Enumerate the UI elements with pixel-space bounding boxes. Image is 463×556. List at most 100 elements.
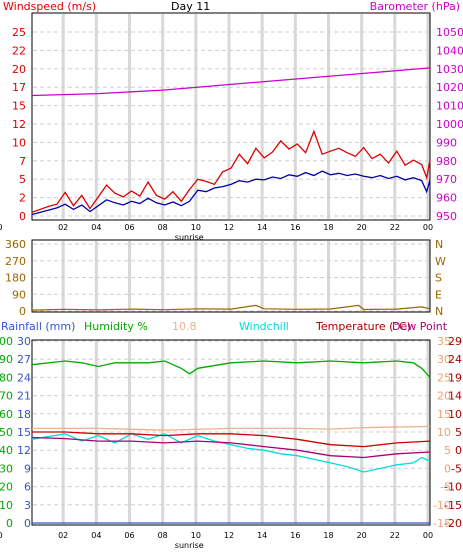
p3-header-3: Windchill xyxy=(239,320,289,333)
windspeed-tick-25: 25 xyxy=(12,26,26,39)
compass-tick-S-2: S xyxy=(435,272,442,285)
humidity-temperature-headers: Rainfall (mm) Humidity % 10.8 Windchill Temp… xyxy=(1,320,448,333)
temp-b-tick--20-0: -20 xyxy=(444,517,462,530)
windspeed-tick-15: 15 xyxy=(12,100,26,113)
wind-direction-line-0 xyxy=(31,304,431,311)
rain-tick-21: 21 xyxy=(17,390,31,403)
p1-x-tick-02-0: 02 xyxy=(58,223,68,232)
rain-tick-24: 24 xyxy=(17,371,31,384)
wind-barometer-frame xyxy=(31,12,431,221)
p1-series-line-0 xyxy=(31,129,431,213)
windspeed-tick-17: 17 xyxy=(12,81,26,94)
temp-b-tick-24-9: 24 xyxy=(448,353,462,366)
barometer-tick-990: 990 xyxy=(436,136,457,149)
rain-tick-9: 9 xyxy=(24,462,31,475)
wind-direction-series xyxy=(31,304,431,311)
temp-a-tick-5: 5 xyxy=(444,444,451,457)
p1-series-line-1 xyxy=(31,170,431,216)
p3-series-line-3 xyxy=(32,431,431,448)
temp-b-tick-0-4: 0 xyxy=(455,444,462,457)
temp-a-tick-35: 35 xyxy=(437,335,451,348)
temp-b-tick-29-10: 29 xyxy=(448,335,462,348)
temp-a-tick--5: -5 xyxy=(440,481,451,494)
compass-tick-E-1: E xyxy=(435,288,442,301)
windspeed-tick-0: 0 xyxy=(19,210,26,223)
wind-barometer-panel: Windspeed (m/s) Day 11 Barometer (hPa) 0… xyxy=(0,0,463,242)
humidity-tick-70: 70 xyxy=(0,390,13,403)
temp-b-tick--5-3: -5 xyxy=(451,462,462,475)
humidity-tick-30: 30 xyxy=(0,462,13,475)
temp-b-tick-5-5: 5 xyxy=(455,426,462,439)
temperature-tick-labels-inner: -15 -10 -5 0 5 10 15 20 25 30 35 xyxy=(433,335,451,530)
chart-title: Day 11 xyxy=(171,0,210,13)
barometer-tick-1000: 1000 xyxy=(436,118,463,131)
temp-a-tick-25: 25 xyxy=(437,371,451,384)
p1-x-tick-10-4: 10 xyxy=(191,223,201,232)
p1-x-tick-04-1: 04 xyxy=(91,223,101,232)
windspeed-tick-2: 2 xyxy=(19,192,26,205)
p3-x-tick-02-0: 02 xyxy=(58,531,68,540)
barometer-tick-1040: 1040 xyxy=(436,44,463,57)
barometer-tick-1030: 1030 xyxy=(436,63,463,76)
temp-b-tick-14-7: 14 xyxy=(448,390,462,403)
barometer-tick-960: 960 xyxy=(436,192,457,205)
wind-direction-tick-90: 90 xyxy=(12,288,26,301)
p3-x-tick-00-11: 00 xyxy=(423,531,433,540)
humidity-tick-40: 40 xyxy=(0,444,13,457)
p1-sunrise-label: sunrise xyxy=(175,233,204,242)
p3-series-line-2 xyxy=(31,433,431,473)
barometer-axis-label: Barometer (hPa) xyxy=(370,0,460,13)
temp-a-tick--10: -10 xyxy=(433,499,451,512)
windspeed-tick-5: 5 xyxy=(19,173,26,186)
windspeed-tick-10: 10 xyxy=(12,136,26,149)
p1-x-tick-06-2: 06 xyxy=(124,223,134,232)
compass-tick-N-0: N xyxy=(435,305,443,318)
p3-sunrise-label: sunrise xyxy=(175,541,204,550)
humidity-tick-10: 10 xyxy=(0,499,13,512)
barometer-tick-1050: 1050 xyxy=(436,26,463,39)
humidity-tick-90: 90 xyxy=(0,353,13,366)
wind-direction-tick-270: 270 xyxy=(5,255,26,268)
barometer-tick-labels: 950 960 970 980 990 1000 1010 1020 1030 1040 1050 xyxy=(436,26,463,223)
temp-b-tick--15-1: -15 xyxy=(444,499,462,512)
humidity-temperature-panel: Rainfall (mm) Humidity % 10.8 Windchill Temp… xyxy=(0,320,462,550)
p3-header-2: 10.8 xyxy=(172,320,197,333)
humidity-tick-0: 0 xyxy=(6,517,13,530)
wind-direction-grid xyxy=(33,241,430,312)
humidity-tick-50: 50 xyxy=(0,426,13,439)
humidity-tick-80: 80 xyxy=(0,371,13,384)
barometer-tick-980: 980 xyxy=(436,155,457,168)
p1-x-tick-12-5: 12 xyxy=(224,223,234,232)
humidity-temperature-x-tick-labels: 0204060810121416182022000sunrise xyxy=(0,531,433,550)
temp-a-tick-30: 30 xyxy=(437,353,451,366)
p3-x-tick-12-5: 12 xyxy=(224,531,234,540)
temp-b-tick-10-6: 10 xyxy=(448,408,462,421)
temp-a-tick-0: 0 xyxy=(444,462,451,475)
humidity-tick-100: 100 xyxy=(0,335,13,348)
windspeed-tick-7: 7 xyxy=(19,155,26,168)
temp-a-tick-15: 15 xyxy=(437,408,451,421)
p3-series-line-0 xyxy=(31,360,431,378)
p3-x-tick-14-6: 14 xyxy=(257,531,267,540)
p3-x-tick-08-3: 08 xyxy=(158,531,168,540)
p3-header-0: Rainfall (mm) xyxy=(1,320,75,333)
rain-tick-30: 30 xyxy=(17,335,31,348)
temp-a-tick--15: -15 xyxy=(433,517,451,530)
barometer-tick-950: 950 xyxy=(436,210,457,223)
humidity-tick-20: 20 xyxy=(0,481,13,494)
p3-header-5: Dew Point xyxy=(392,320,448,333)
p3-x-tick-22-10: 22 xyxy=(390,531,400,540)
wind-direction-tick-360: 360 xyxy=(5,238,26,251)
rain-tick-18: 18 xyxy=(17,408,31,421)
temp-b-tick--10-2: -10 xyxy=(444,481,462,494)
wind-barometer-series xyxy=(31,67,431,216)
p3-x-tick-20-9: 20 xyxy=(357,531,367,540)
rain-tick-3: 3 xyxy=(24,499,31,512)
p1-x-tick-16-7: 16 xyxy=(290,223,300,232)
windspeed-tick-22: 22 xyxy=(12,44,26,57)
p3-x-tick-06-2: 06 xyxy=(124,531,134,540)
